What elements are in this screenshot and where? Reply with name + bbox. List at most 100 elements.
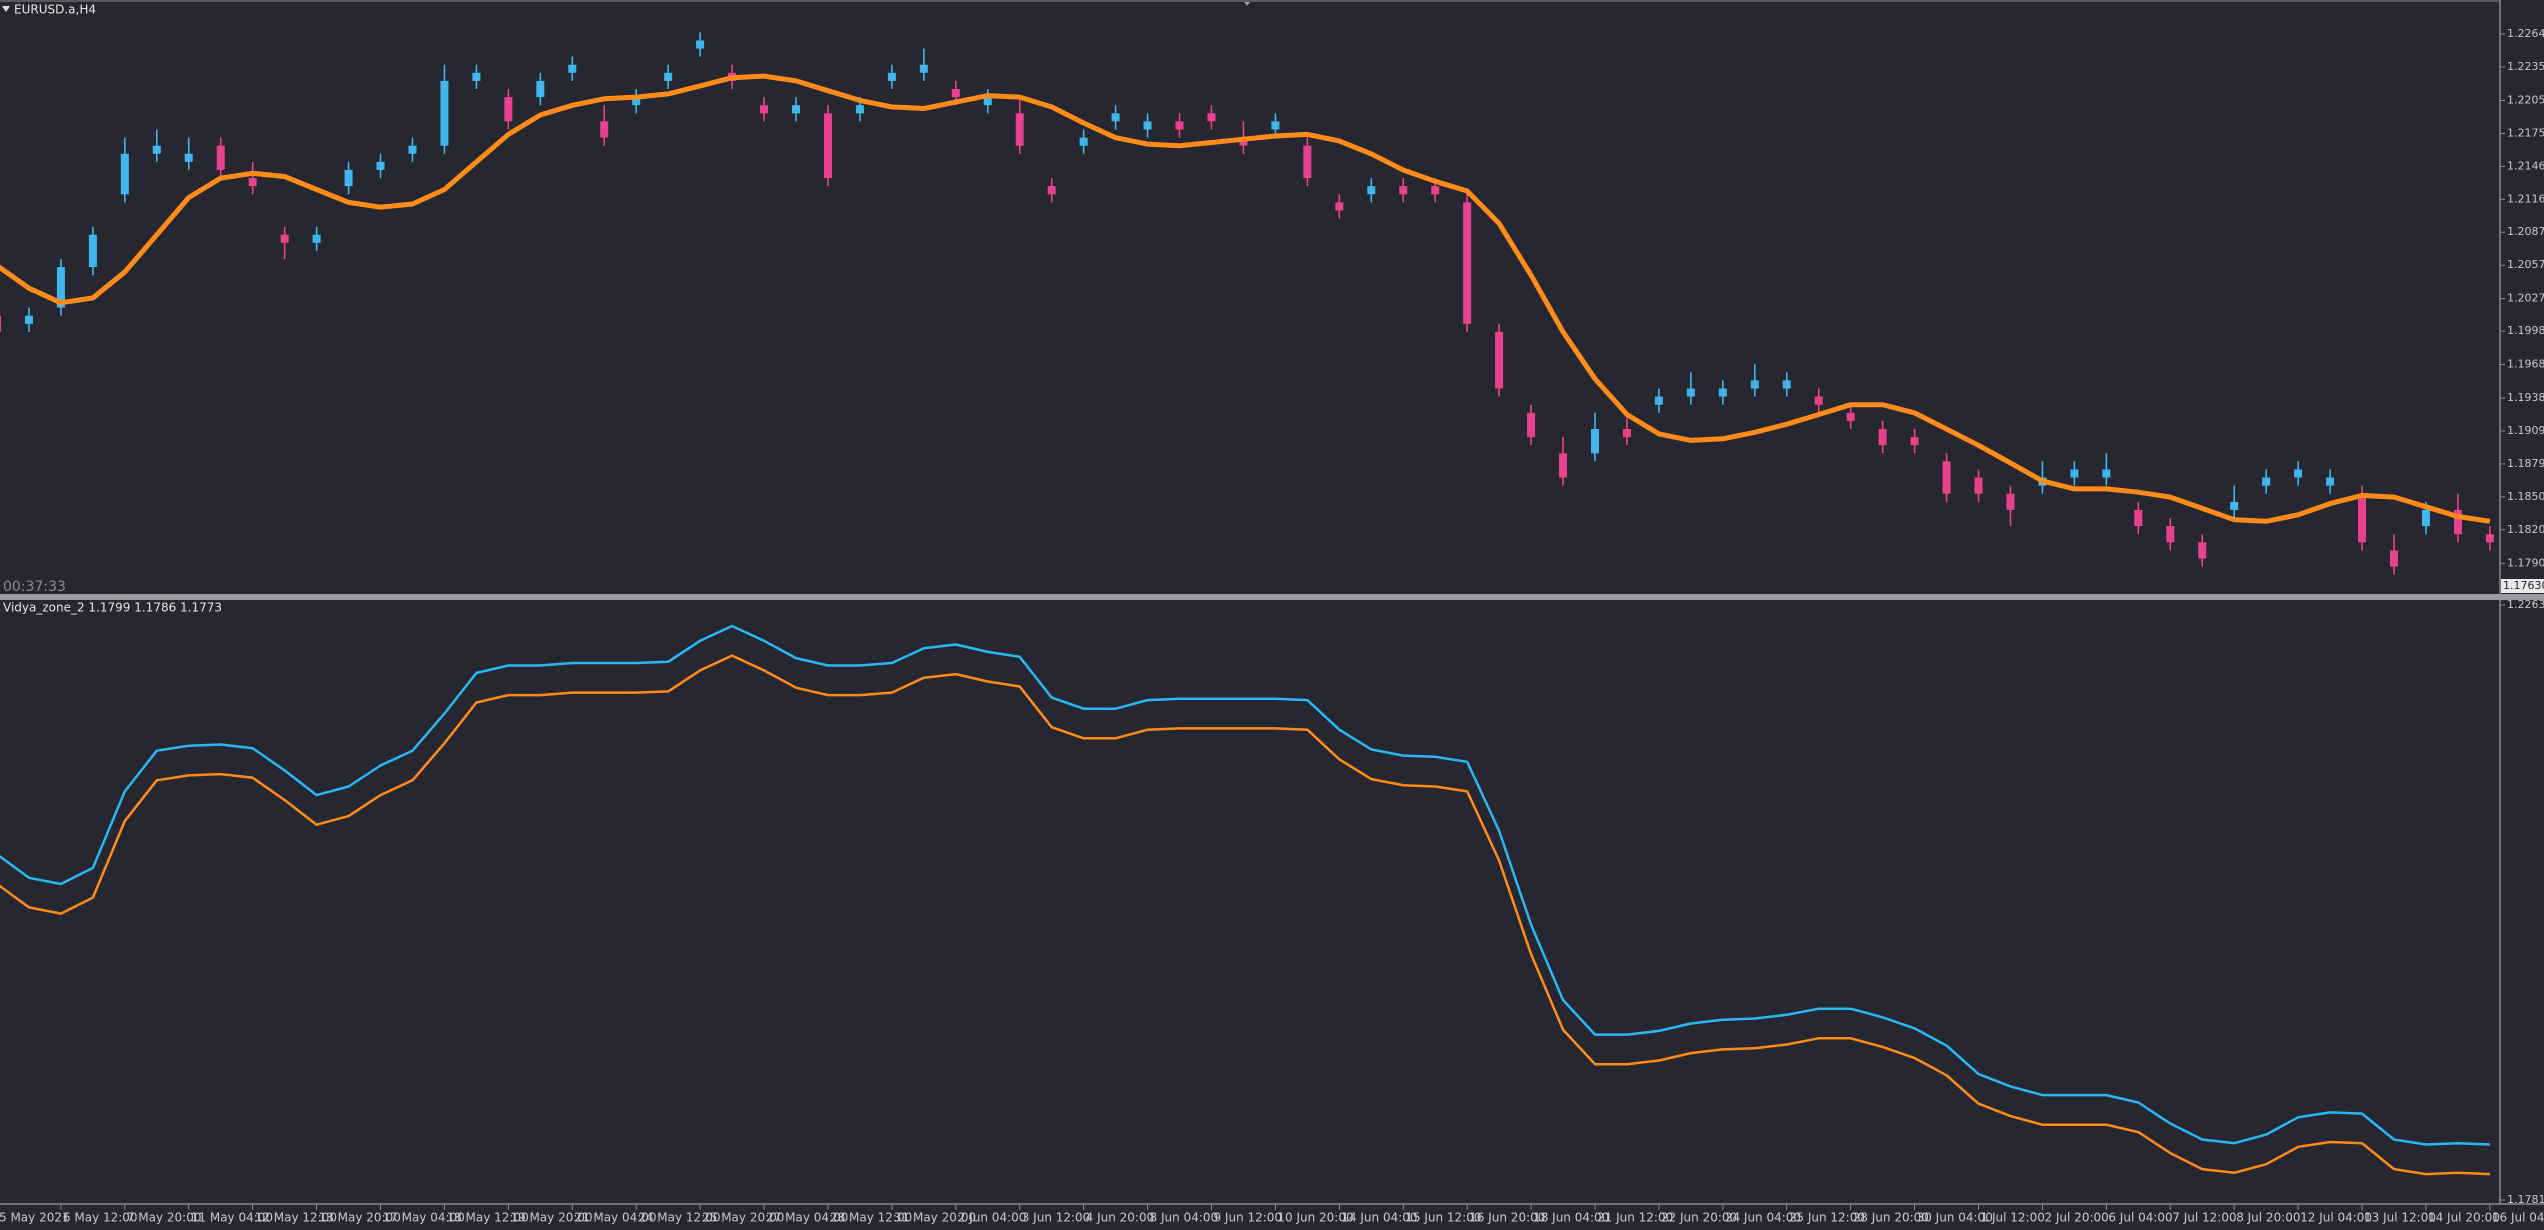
x-tick-label: 11 May 04:00 [191, 1211, 273, 1225]
candle-body [887, 72, 896, 81]
x-tick-label: 21 May 04:00 [574, 1211, 656, 1225]
candle-body [2485, 534, 2494, 543]
x-tick-label: 8 Jun 04:00 [1150, 1211, 1219, 1225]
last-price-label: 1.17630 [2503, 579, 2544, 592]
y-tick-label: 1.19090 [2507, 424, 2544, 437]
candle-body [536, 80, 545, 98]
candle-body [1015, 113, 1024, 146]
x-tick-label: 10 Jun 20:00 [1277, 1211, 1353, 1225]
candle-body [951, 88, 960, 98]
candle-body [2421, 509, 2430, 527]
bar-countdown: 00:37:33 [3, 579, 66, 595]
candle-body [855, 105, 864, 114]
x-tick-label: 13 May 20:00 [319, 1211, 401, 1225]
candle-body [1143, 121, 1152, 130]
x-tick-label: 6 May 12:00 [63, 1211, 138, 1225]
x-tick-label: 27 May 04:00 [766, 1211, 848, 1225]
candle-body [919, 64, 928, 73]
x-tick-label: 24 May 12:00 [638, 1211, 720, 1225]
candle-body [1750, 380, 1759, 389]
candle-body [1399, 186, 1408, 195]
candle-body [24, 315, 33, 324]
x-tick-label: 24 Jun 04:00 [1725, 1211, 1801, 1225]
candle-body [408, 145, 417, 154]
candle-body [280, 234, 289, 243]
menu-triangle[interactable] [2, 6, 10, 12]
candle-body [1367, 186, 1376, 195]
candle-body [2390, 550, 2398, 567]
x-tick-label: 7 May 20:00 [127, 1211, 202, 1225]
x-tick-label: 12 Jul 04:00 [2300, 1211, 2372, 1225]
x-tick-label: 8 Jul 20:00 [2236, 1211, 2300, 1225]
candle-body [440, 80, 449, 146]
candle-body [0, 315, 1, 332]
x-tick-label: 12 May 12:00 [255, 1211, 337, 1225]
candle-body [1335, 202, 1344, 211]
candle-body [312, 234, 321, 243]
candle-body [2326, 477, 2335, 486]
candle-body [1846, 412, 1855, 421]
x-tick-label: 17 May 04:00 [383, 1211, 465, 1225]
y-tick-label: 1.20275 [2507, 292, 2544, 305]
candle-body [1463, 202, 1472, 324]
y-tick-label: 1.20575 [2507, 258, 2544, 271]
y-tick-label: 1.19385 [2507, 391, 2544, 404]
candle-body [1910, 437, 1919, 446]
candle-body [1782, 380, 1791, 389]
candle-body [1431, 186, 1440, 195]
candle-body [568, 64, 577, 73]
x-tick-label: 7 Jul 12:00 [2172, 1211, 2236, 1225]
y-tick-label: 1.17905 [2507, 556, 2544, 569]
candle-body [2102, 469, 2111, 478]
candle-body [1942, 461, 1951, 494]
x-tick-label: 28 Jun 20:00 [1853, 1211, 1929, 1225]
shift-marker [1244, 2, 1250, 6]
x-tick-label: 2 Jun 04:00 [958, 1211, 1027, 1225]
x-tick-label: 14 Jun 04:00 [1341, 1211, 1417, 1225]
y-tick-label: 1.21460 [2507, 159, 2544, 172]
pane-separator [0, 594, 2544, 600]
x-tick-label: 18 Jun 04:00 [1533, 1211, 1609, 1225]
x-tick-label: 3 Jun 12:00 [1022, 1211, 1091, 1225]
candle-body [2006, 493, 2015, 510]
candle-body [344, 169, 353, 187]
candle-body [2453, 509, 2462, 535]
candle-body [1878, 428, 1887, 446]
candle-body [376, 161, 385, 170]
candle-body [1622, 428, 1631, 438]
candle-body [2230, 501, 2239, 510]
y-tick-label: 1.2263 [2507, 598, 2544, 611]
candle-body [1591, 428, 1599, 454]
x-tick-label: 9 Jun 12:00 [1213, 1211, 1282, 1225]
candle-body [152, 145, 161, 154]
zone-line [0, 654, 2490, 1176]
candle-body [2262, 477, 2271, 486]
candle-body [2166, 526, 2175, 543]
y-tick-label: 1.18500 [2507, 490, 2544, 503]
x-tick-label: 4 Jun 20:00 [1086, 1211, 1155, 1225]
candle-body [1495, 331, 1504, 389]
candle-body [1654, 396, 1663, 405]
y-tick-label: 1.1781 [2507, 1193, 2544, 1206]
candle-body [184, 153, 193, 162]
candle-body [248, 178, 257, 187]
candle-body [88, 234, 97, 268]
candle-body [600, 121, 609, 138]
x-tick-label: 31 May 20:00 [894, 1211, 976, 1225]
y-tick-label: 1.22645 [2507, 27, 2544, 40]
candle-body [983, 97, 992, 106]
x-tick-label: 16 Jun 20:00 [1469, 1211, 1545, 1225]
x-tick-label: 22 Jun 20:00 [1661, 1211, 1737, 1225]
candle-body [792, 105, 800, 114]
x-tick-label: 28 May 12:00 [830, 1211, 912, 1225]
candle-body [823, 113, 832, 179]
candle-body [1111, 113, 1120, 122]
vidya-line [0, 73, 2491, 524]
candle-body [1207, 113, 1216, 122]
candle-body [2134, 509, 2143, 527]
x-tick-label: 13 Jul 12:00 [2364, 1211, 2436, 1225]
candle-body [1079, 137, 1088, 146]
candle-body [1718, 388, 1727, 397]
